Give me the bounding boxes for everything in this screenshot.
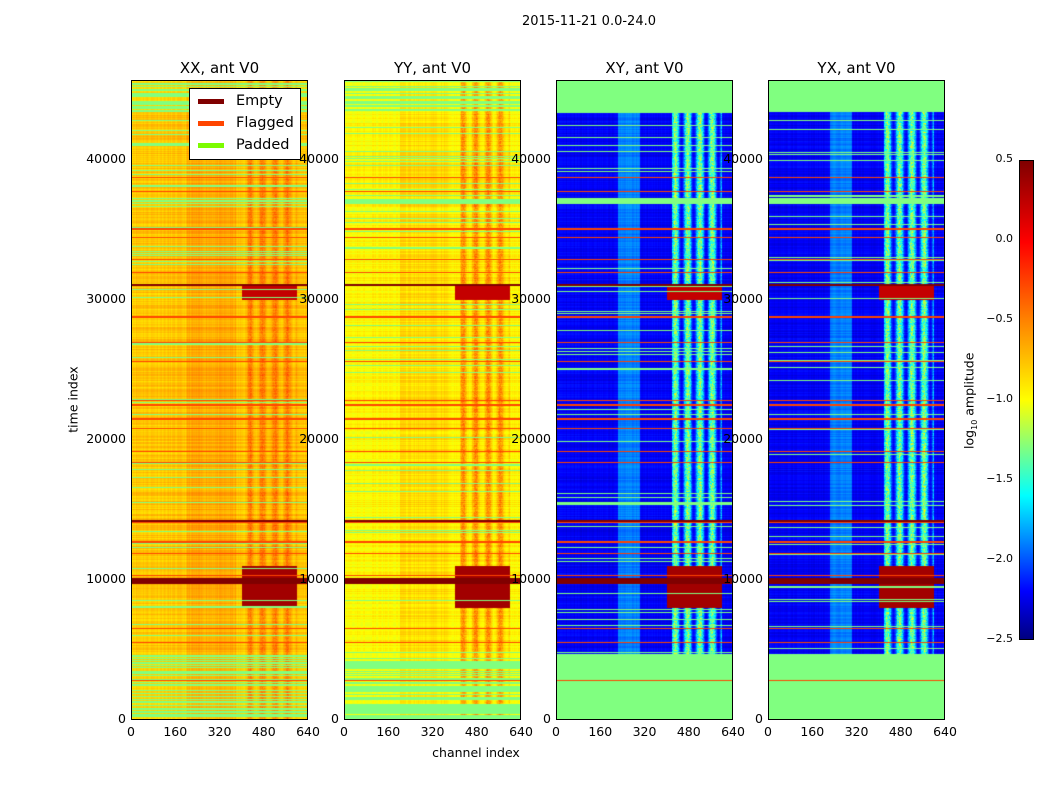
heatmap-panel-0 [131,80,308,720]
heatmap-image [132,81,307,719]
panel-title: XY, ant V0 [605,59,684,77]
y-tick-label: 40000 [86,151,126,167]
x-tick-label: 320 [844,724,869,739]
figure-title: 2015-11-21 0.0-24.0 [522,14,656,29]
x-tick-label: 0 [340,724,348,739]
x-tick-label: 0 [552,724,560,739]
x-tick-label: 640 [509,724,533,739]
x-tick-label: 480 [251,724,276,739]
panel-title: YY, ant V0 [393,59,471,77]
x-tick-label: 480 [464,724,489,739]
y-tick-label: 10000 [723,571,763,587]
colorbar-tick-label: −2.0 [986,552,1013,565]
x-tick-label: 480 [888,724,913,739]
y-tick-label: 10000 [511,571,551,587]
legend-label: Padded [236,137,290,153]
x-tick-label: 640 [721,724,745,739]
x-tick-label: 160 [588,724,613,739]
colorbar-tick-label: −0.5 [986,312,1013,325]
colorbar [1019,160,1034,640]
legend-entry-flagged: Flagged [198,113,294,133]
heatmap-image [557,81,732,719]
colorbar-tick-label: −2.5 [986,632,1013,645]
x-tick-label: 0 [127,724,135,739]
y-tick-label: 20000 [299,431,339,447]
x-tick-label: 320 [632,724,657,739]
heatmap-image [769,81,944,719]
y-tick-label: 10000 [86,571,126,587]
y-tick-label: 0 [331,711,339,726]
y-tick-label: 40000 [299,151,339,167]
legend-entry-empty: Empty [198,91,283,111]
y-tick-label: 10000 [299,571,339,587]
y-axis-label: time index [65,366,81,433]
legend-entry-padded: Padded [198,135,290,155]
y-tick-label: 40000 [511,151,551,167]
colorbar-tick-label: −1.0 [986,392,1013,405]
x-tick-label: 160 [800,724,825,739]
colorbar-tick-label: −1.5 [986,472,1013,485]
legend-swatch-empty [198,98,224,104]
y-tick-label: 0 [755,711,763,726]
y-tick-label: 0 [118,711,126,726]
x-axis-label: channel index [432,745,520,760]
colorbar-tick-label: 0.0 [995,232,1014,245]
y-tick-label: 40000 [723,151,763,167]
legend-label: Empty [236,93,283,109]
heatmap-panel-1 [344,80,521,720]
x-tick-label: 320 [420,724,445,739]
x-tick-label: 0 [764,724,772,739]
x-tick-label: 640 [933,724,957,739]
heatmap-panel-3 [768,80,945,720]
heatmap-image [345,81,520,719]
heatmap-panel-2 [556,80,733,720]
y-tick-label: 30000 [299,291,339,307]
legend-swatch-padded [198,142,224,148]
x-tick-label: 160 [163,724,188,739]
y-tick-label: 20000 [511,431,551,447]
legend: Empty Flagged Padded [189,88,301,160]
y-tick-label: 20000 [723,431,763,447]
panel-title: XX, ant V0 [179,59,260,77]
y-tick-label: 0 [543,711,551,726]
legend-swatch-flagged [198,120,224,126]
y-tick-label: 30000 [511,291,551,307]
x-tick-label: 640 [296,724,320,739]
panel-title: YX, ant V0 [817,59,896,77]
x-tick-label: 320 [207,724,232,739]
y-tick-label: 30000 [723,291,763,307]
colorbar-tick-label: 0.5 [995,152,1014,165]
y-tick-label: 20000 [86,431,126,447]
x-tick-label: 160 [376,724,401,739]
x-tick-label: 480 [676,724,701,739]
legend-label: Flagged [236,115,294,131]
y-tick-label: 30000 [86,291,126,307]
